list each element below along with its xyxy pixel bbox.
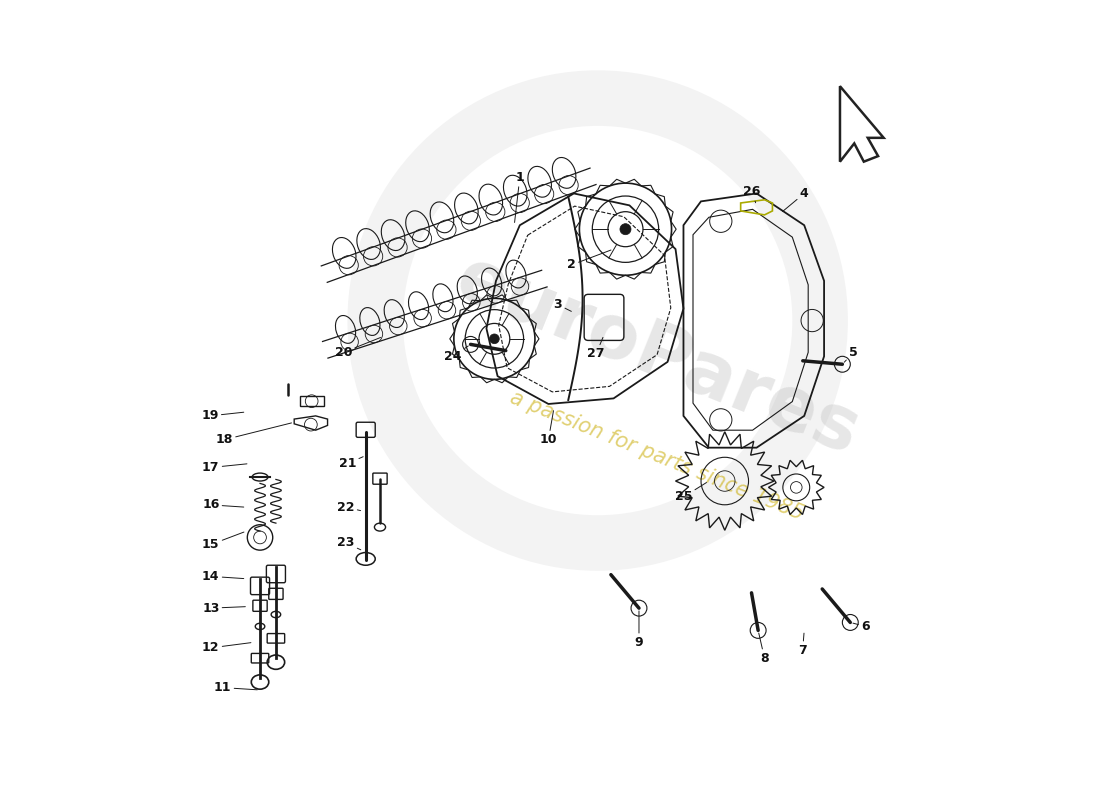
Text: 12: 12 <box>202 642 251 654</box>
Text: 6: 6 <box>852 620 870 633</box>
Text: 24: 24 <box>444 346 469 363</box>
Text: 3: 3 <box>553 298 571 311</box>
Text: a passion for parts since 1985: a passion for parts since 1985 <box>507 387 807 524</box>
Text: 23: 23 <box>337 537 361 550</box>
Circle shape <box>620 224 631 234</box>
Text: 9: 9 <box>635 611 643 649</box>
Text: 7: 7 <box>799 633 807 657</box>
Text: 4: 4 <box>782 187 808 211</box>
Text: 19: 19 <box>201 410 244 422</box>
Text: 14: 14 <box>202 570 244 583</box>
Text: 10: 10 <box>540 410 558 446</box>
Text: 5: 5 <box>845 346 858 362</box>
Text: 2: 2 <box>568 250 611 271</box>
Text: 17: 17 <box>202 461 246 474</box>
Text: 18: 18 <box>216 423 292 446</box>
Text: 15: 15 <box>202 532 244 551</box>
Text: 13: 13 <box>202 602 245 614</box>
Text: 21: 21 <box>339 457 363 470</box>
Text: 25: 25 <box>674 482 706 503</box>
Text: 22: 22 <box>337 501 361 514</box>
Text: 11: 11 <box>213 681 257 694</box>
Text: euroPares: euroPares <box>444 242 870 470</box>
Text: 27: 27 <box>587 338 605 361</box>
Text: 16: 16 <box>202 498 244 511</box>
Text: 8: 8 <box>759 633 769 665</box>
Text: 20: 20 <box>334 338 381 359</box>
Text: 26: 26 <box>744 186 760 202</box>
Text: 1: 1 <box>515 171 525 222</box>
Circle shape <box>490 334 499 344</box>
